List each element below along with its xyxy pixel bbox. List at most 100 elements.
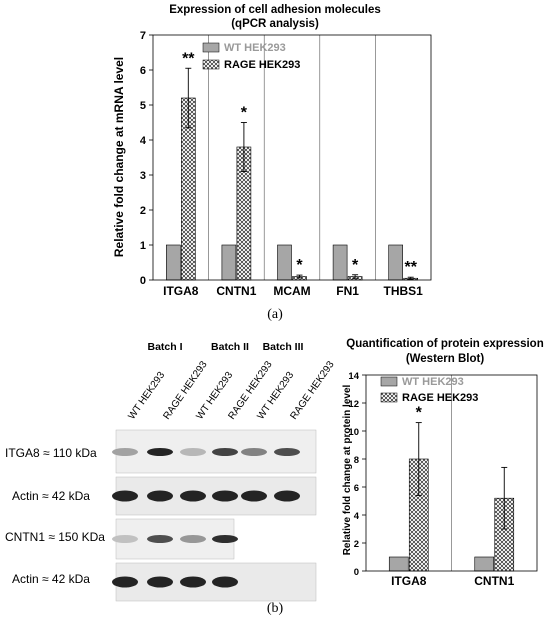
- legend-label-wt: WT HEK293: [224, 42, 286, 54]
- legend-label-rage: RAGE HEK293: [224, 59, 300, 71]
- blot-bands: [112, 448, 300, 588]
- blot-band: [112, 535, 138, 543]
- blot-band: [241, 448, 267, 456]
- bar-wt: [332, 244, 348, 281]
- bar-wt: [474, 556, 495, 572]
- blot-band: [274, 448, 300, 456]
- blot-band: [212, 490, 238, 502]
- bar-wt: [221, 244, 237, 281]
- y-tick-label: 8: [354, 455, 359, 466]
- blot-band: [147, 535, 173, 543]
- blot-band: [212, 535, 238, 543]
- legend-swatch-wt: [202, 42, 220, 53]
- x-tick-label: ITGA8: [163, 284, 199, 298]
- bar-wt: [388, 556, 409, 572]
- blot-band: [212, 576, 238, 588]
- blot-row-label-actin-1: Actin ≈ 42 kDa: [12, 489, 90, 503]
- chart-title: Expression of cell adhesion molecules: [169, 4, 381, 16]
- western-quant-chart: Quantification of protein expression (We…: [342, 338, 544, 588]
- blot-band: [147, 448, 173, 456]
- chart-subtitle: (Western Blot): [406, 353, 485, 365]
- y-tick-label: 0: [140, 275, 146, 287]
- chart-subtitle: (qPCR analysis): [231, 18, 319, 30]
- blot-band: [112, 576, 138, 588]
- y-tick-label: 4: [354, 511, 360, 522]
- significance-mark: *: [296, 257, 303, 274]
- y-tick-label: 0: [354, 567, 359, 578]
- y-tick-label: 3: [140, 170, 146, 182]
- legend: WT HEK293 RAGE HEK293: [202, 42, 300, 71]
- bars: [166, 97, 419, 281]
- blot-band: [212, 448, 238, 456]
- significance-mark: *: [241, 105, 248, 122]
- panel-b-label: (b): [267, 601, 284, 616]
- blot-row-label-cntn1: CNTN1 ≈ 150 KDa: [5, 530, 105, 544]
- y-tick-labels: 0 2 4 6 8 10 12 14: [348, 371, 366, 578]
- blot-band: [112, 490, 138, 502]
- blot-band: [180, 576, 206, 588]
- y-axis-label: Relative fold change at mRNA level: [112, 57, 126, 257]
- x-tick-label: CNTN1: [216, 284, 256, 298]
- batch-label-1: Batch I: [147, 341, 182, 353]
- legend-swatch-wt: [380, 376, 398, 387]
- blot-band: [180, 490, 206, 502]
- y-tick-label: 7: [140, 30, 146, 42]
- significance-mark: *: [352, 257, 359, 274]
- y-tick-label: 14: [348, 371, 359, 382]
- bar-wt: [388, 244, 404, 281]
- significance-mark: *: [416, 405, 423, 422]
- bar-wt: [277, 244, 292, 281]
- significance-marks: **** * **: [182, 50, 418, 276]
- blot-band: [241, 490, 267, 502]
- y-tick-label: 12: [348, 399, 359, 410]
- y-tick-label: 10: [348, 427, 359, 438]
- y-tick-label: 4: [140, 135, 147, 147]
- significance-mark: **: [182, 50, 195, 67]
- y-tick-labels: 0 1 2 3 4 5 6 7: [140, 30, 153, 287]
- plot-frame: [365, 374, 538, 572]
- y-tick-label: 1: [140, 240, 146, 252]
- y-tick-label: 6: [140, 65, 146, 77]
- y-tick-label: 2: [354, 539, 359, 550]
- category-separators: [208, 35, 376, 280]
- significance-mark: **: [404, 259, 417, 276]
- blot-band: [180, 448, 206, 456]
- western-blot: Batch I Batch II Batch III WT HEK293RAGE…: [5, 341, 337, 602]
- x-tick-label: CNTN1: [474, 574, 514, 588]
- qpcr-chart: Expression of cell adhesion molecules (q…: [112, 4, 432, 298]
- batch-label-3: Batch III: [263, 341, 304, 353]
- x-tick-labels: ITGA8 CNTN1 MCAM FN1 THBS1: [163, 284, 423, 298]
- x-tick-label: ITGA8: [391, 574, 427, 588]
- x-tick-label: FN1: [336, 284, 359, 298]
- legend-swatch-rage: [380, 392, 398, 403]
- blot-band: [274, 490, 300, 502]
- significance-marks: *: [416, 405, 423, 422]
- blot-band: [112, 448, 138, 456]
- blot-row-label-actin-2: Actin ≈ 42 kDa: [12, 572, 90, 586]
- y-axis-label: Relative fold change at protein level: [342, 384, 353, 555]
- x-tick-label: THBS1: [384, 284, 424, 298]
- error-bars: [415, 422, 508, 530]
- legend-label-wt: WT HEK293: [402, 376, 464, 388]
- legend-swatch-rage: [202, 59, 220, 70]
- bar-wt: [166, 244, 181, 281]
- blot-band: [180, 535, 206, 543]
- y-tick-label: 5: [140, 100, 146, 112]
- legend-label-rage: RAGE HEK293: [402, 392, 478, 404]
- legend: WT HEK293 RAGE HEK293: [380, 376, 478, 404]
- error-bars: [185, 67, 414, 280]
- x-tick-label: MCAM: [273, 284, 310, 298]
- y-tick-label: 2: [140, 205, 146, 217]
- lane-label: RAGE HEK293: [288, 359, 336, 422]
- chart-title: Quantification of protein expression: [346, 338, 543, 350]
- plot-frame: [152, 34, 432, 281]
- blot-row-label-itga8: ITGA8 ≈ 110 kDa: [5, 446, 97, 460]
- y-tick-label: 6: [354, 483, 359, 494]
- batch-label-2: Batch II: [211, 341, 249, 353]
- panel-a-label: (a): [267, 307, 283, 322]
- blot-band: [147, 490, 173, 502]
- x-tick-labels: ITGA8 CNTN1: [391, 574, 514, 588]
- blot-band: [147, 576, 173, 588]
